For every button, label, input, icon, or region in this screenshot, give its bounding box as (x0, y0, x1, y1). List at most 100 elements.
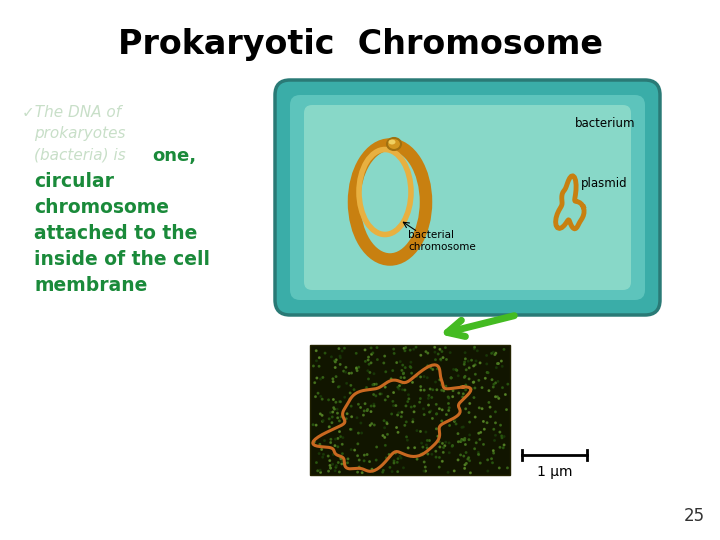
Point (333, 458, 344, 467)
Point (456, 382, 467, 391)
Point (346, 369, 357, 377)
Point (421, 436, 433, 445)
Point (330, 363, 341, 372)
Point (366, 402, 377, 410)
Point (474, 403, 485, 412)
Point (446, 374, 457, 382)
Point (449, 467, 460, 475)
Text: bacterial
chromosome: bacterial chromosome (408, 230, 476, 252)
Point (346, 446, 357, 454)
Point (401, 433, 413, 441)
Point (315, 409, 326, 418)
Point (443, 399, 454, 408)
Point (336, 455, 347, 463)
Point (325, 408, 336, 417)
Point (440, 438, 451, 447)
Point (495, 357, 507, 366)
Point (435, 355, 446, 363)
Point (460, 381, 472, 389)
Point (482, 368, 493, 377)
Point (365, 407, 377, 416)
Point (408, 415, 419, 424)
Point (457, 423, 469, 431)
Point (420, 428, 432, 436)
Point (422, 349, 433, 357)
Point (323, 415, 335, 423)
Point (359, 456, 370, 465)
Point (316, 445, 328, 454)
Point (395, 454, 407, 462)
Point (421, 373, 433, 382)
Point (354, 456, 365, 464)
Point (442, 468, 454, 477)
Point (415, 394, 426, 403)
Point (388, 457, 400, 465)
Point (394, 381, 405, 390)
Point (359, 357, 371, 366)
Point (348, 386, 360, 394)
Point (443, 406, 454, 415)
Point (467, 378, 479, 387)
Point (490, 393, 501, 401)
Point (342, 458, 354, 467)
Point (311, 374, 323, 382)
Point (443, 394, 454, 402)
Point (395, 413, 407, 421)
Point (415, 450, 427, 458)
Point (431, 409, 443, 418)
Point (420, 467, 431, 475)
Point (444, 421, 455, 430)
Point (311, 458, 323, 467)
Point (463, 454, 474, 462)
Point (362, 405, 374, 414)
Point (490, 431, 501, 440)
Point (333, 397, 345, 406)
Point (459, 348, 471, 357)
Point (332, 409, 343, 417)
Point (500, 390, 511, 399)
Point (329, 441, 341, 450)
Point (403, 395, 415, 403)
Point (400, 343, 411, 352)
Point (433, 463, 445, 471)
Point (353, 429, 364, 437)
Point (351, 363, 362, 372)
Point (439, 441, 451, 450)
Point (336, 440, 348, 449)
Point (415, 373, 426, 381)
Point (341, 414, 352, 423)
Point (392, 428, 404, 437)
Point (469, 413, 481, 421)
Point (309, 379, 320, 387)
Point (496, 434, 508, 442)
Point (442, 393, 454, 401)
Point (328, 377, 339, 386)
Point (330, 463, 342, 471)
Point (444, 348, 456, 357)
Point (338, 417, 350, 426)
Point (493, 394, 505, 403)
Point (317, 373, 328, 382)
Point (497, 362, 508, 370)
Point (472, 448, 484, 457)
Point (342, 455, 354, 463)
Point (482, 467, 494, 475)
Point (365, 343, 377, 352)
Point (336, 457, 348, 466)
Point (486, 454, 498, 463)
Point (402, 436, 413, 444)
Point (478, 440, 490, 449)
Text: 1 μm: 1 μm (536, 465, 572, 479)
Point (480, 374, 491, 383)
Point (422, 361, 433, 370)
Point (391, 358, 402, 367)
Point (307, 421, 319, 429)
Point (387, 366, 398, 375)
Point (462, 357, 474, 366)
Point (381, 454, 392, 462)
Point (319, 436, 330, 445)
Point (485, 403, 496, 411)
Point (333, 416, 345, 425)
Point (314, 353, 325, 362)
Point (500, 406, 512, 414)
